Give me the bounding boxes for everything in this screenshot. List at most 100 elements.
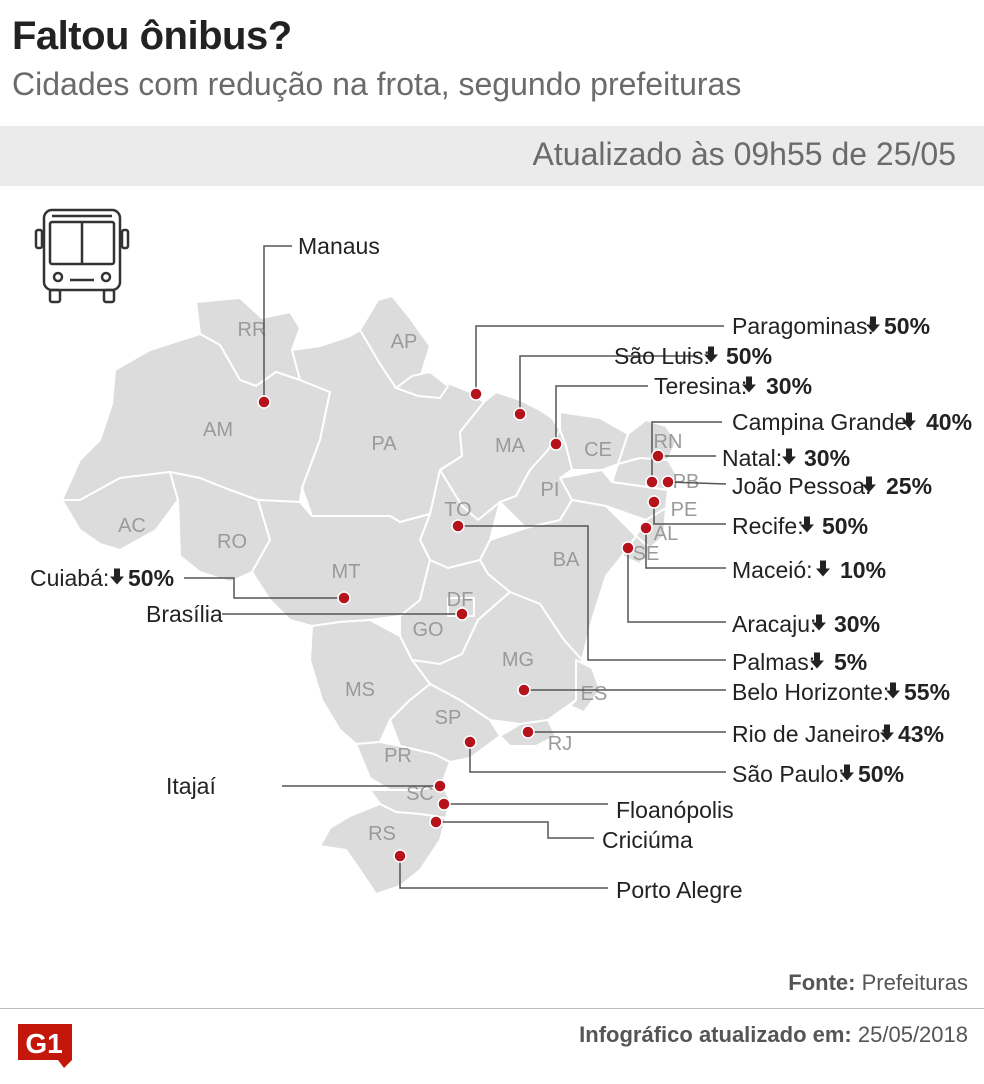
page-title: Faltou ônibus?	[12, 14, 292, 58]
state-label-sp: SP	[435, 707, 462, 729]
svg-text:50%: 50%	[884, 313, 930, 339]
down-arrow-icon	[110, 568, 124, 585]
source-label: Fonte:	[788, 970, 856, 995]
svg-text:50%: 50%	[726, 343, 772, 369]
label-teresina: Teresina: 30%	[654, 373, 812, 399]
marker-rio-de-janeiro	[521, 725, 535, 739]
label-belo-horizonte: Belo Horizonte: 55%	[732, 679, 950, 705]
svg-text:São Paulo:: São Paulo:	[732, 761, 845, 787]
svg-text:Belo Horizonte:: Belo Horizonte:	[732, 679, 889, 705]
state-rs	[319, 803, 447, 895]
label-rio-de-janeiro: Rio de Janeiro: 43%	[732, 721, 944, 747]
state-label-rr: RR	[238, 319, 267, 341]
svg-text:Natal:: Natal:	[722, 445, 782, 471]
state-label-mt: MT	[332, 561, 361, 583]
bus-icon	[34, 208, 130, 304]
svg-text:50%: 50%	[858, 761, 904, 787]
label-recife: Recife: 50%	[732, 513, 868, 539]
state-label-to: TO	[444, 499, 471, 521]
state-label-ce: CE	[584, 439, 612, 461]
label-sao-paulo: São Paulo: 50%	[732, 761, 904, 787]
svg-text:Cuiabá:: Cuiabá:	[30, 565, 109, 591]
svg-text:São Luis:: São Luis:	[614, 343, 710, 369]
marker-porto-alegre	[393, 849, 407, 863]
down-arrow-icon	[816, 560, 830, 577]
label-florianopolis: Floanópolis	[616, 797, 734, 823]
svg-text:43%: 43%	[898, 721, 944, 747]
marker-florianopolis	[437, 797, 451, 811]
label-natal: Natal: 30%	[722, 445, 850, 471]
svg-text:5%: 5%	[834, 649, 867, 675]
state-label-pe: PE	[671, 499, 698, 521]
state-label-am: AM	[203, 419, 233, 441]
state-label-pi: PI	[541, 479, 560, 501]
state-label-ms: MS	[345, 679, 375, 701]
marker-cuiaba	[337, 591, 351, 605]
state-label-rn: RN	[654, 431, 683, 453]
state-label-rj: RJ	[548, 733, 572, 755]
footer-divider	[0, 1008, 984, 1009]
state-label-mg: MG	[502, 649, 534, 671]
state-ac	[61, 471, 179, 551]
state-label-ro: RO	[217, 531, 247, 553]
infographic-updated: Infográfico atualizado em: 25/05/2018	[579, 1022, 968, 1048]
svg-text:Palmas:: Palmas:	[732, 649, 815, 675]
city-markers	[257, 387, 675, 863]
label-sao-luis: São Luis: 50%	[614, 343, 772, 369]
marker-aracaju	[621, 541, 635, 555]
source-note: Fonte: Prefeituras	[788, 970, 968, 996]
marker-maceio	[639, 521, 653, 535]
state-label-ac: AC	[118, 515, 146, 537]
svg-text:Teresina:: Teresina:	[654, 373, 747, 399]
label-paragominas: Paragominas: 50%	[732, 313, 930, 339]
svg-text:Recife:: Recife:	[732, 513, 804, 539]
state-label-al: AL	[654, 523, 678, 545]
marker-sao-paulo	[463, 735, 477, 749]
brazil-map: RR AP AM PA MA CE RN PB PE AL SE PI TO B…	[30, 208, 972, 903]
state-label-ap: AP	[391, 331, 418, 353]
label-maceio: Maceió: 10%	[732, 557, 886, 583]
state-pi	[499, 429, 573, 529]
label-cuiaba: Cuiabá: 50%	[30, 565, 174, 591]
state-label-es: ES	[581, 683, 608, 705]
update-timestamp: Atualizado às 09h55 de 25/05	[532, 136, 956, 172]
marker-recife	[647, 495, 661, 509]
marker-brasilia	[455, 607, 469, 621]
svg-text:55%: 55%	[904, 679, 950, 705]
svg-text:Paragominas:: Paragominas:	[732, 313, 874, 339]
state-label-sc: SC	[406, 783, 434, 805]
marker-teresina	[549, 437, 563, 451]
svg-text:G1: G1	[25, 1028, 62, 1059]
svg-text:50%: 50%	[822, 513, 868, 539]
footer-updated-label: Infográfico atualizado em:	[579, 1022, 852, 1047]
label-campina-grande: Campina Grande: 40%	[732, 409, 972, 435]
svg-text:25%: 25%	[886, 473, 932, 499]
marker-paragominas	[469, 387, 483, 401]
svg-text:Rio de Janeiro:: Rio de Janeiro:	[732, 721, 887, 747]
marajo-island	[393, 370, 450, 400]
marker-natal	[651, 449, 665, 463]
svg-text:Maceió:: Maceió:	[732, 557, 813, 583]
g1-logo: G1	[18, 1024, 72, 1068]
update-banner: Atualizado às 09h55 de 25/05	[0, 126, 984, 186]
svg-text:30%: 30%	[834, 611, 880, 637]
svg-text:João Pessoa:: João Pessoa:	[732, 473, 871, 499]
marker-joao-pessoa	[661, 475, 675, 489]
marker-itajai	[433, 779, 447, 793]
state-label-ba: BA	[553, 549, 580, 571]
label-aracaju: Aracaju: 30%	[732, 611, 880, 637]
marker-campina-grande	[645, 475, 659, 489]
svg-text:Campina Grande:: Campina Grande:	[732, 409, 914, 435]
state-es	[569, 659, 601, 713]
state-label-rs: RS	[368, 823, 396, 845]
label-porto-alegre: Porto Alegre	[616, 877, 743, 903]
state-pr	[355, 741, 451, 791]
state-labels: RR AP AM PA MA CE RN PB PE AL SE PI TO B…	[118, 319, 699, 845]
marker-palmas	[451, 519, 465, 533]
svg-text:40%: 40%	[926, 409, 972, 435]
label-palmas: Palmas: 5%	[732, 649, 867, 675]
svg-text:50%: 50%	[128, 565, 174, 591]
state-label-ma: MA	[495, 435, 526, 457]
state-shapes	[61, 295, 677, 895]
label-manaus: Manaus	[298, 233, 380, 259]
